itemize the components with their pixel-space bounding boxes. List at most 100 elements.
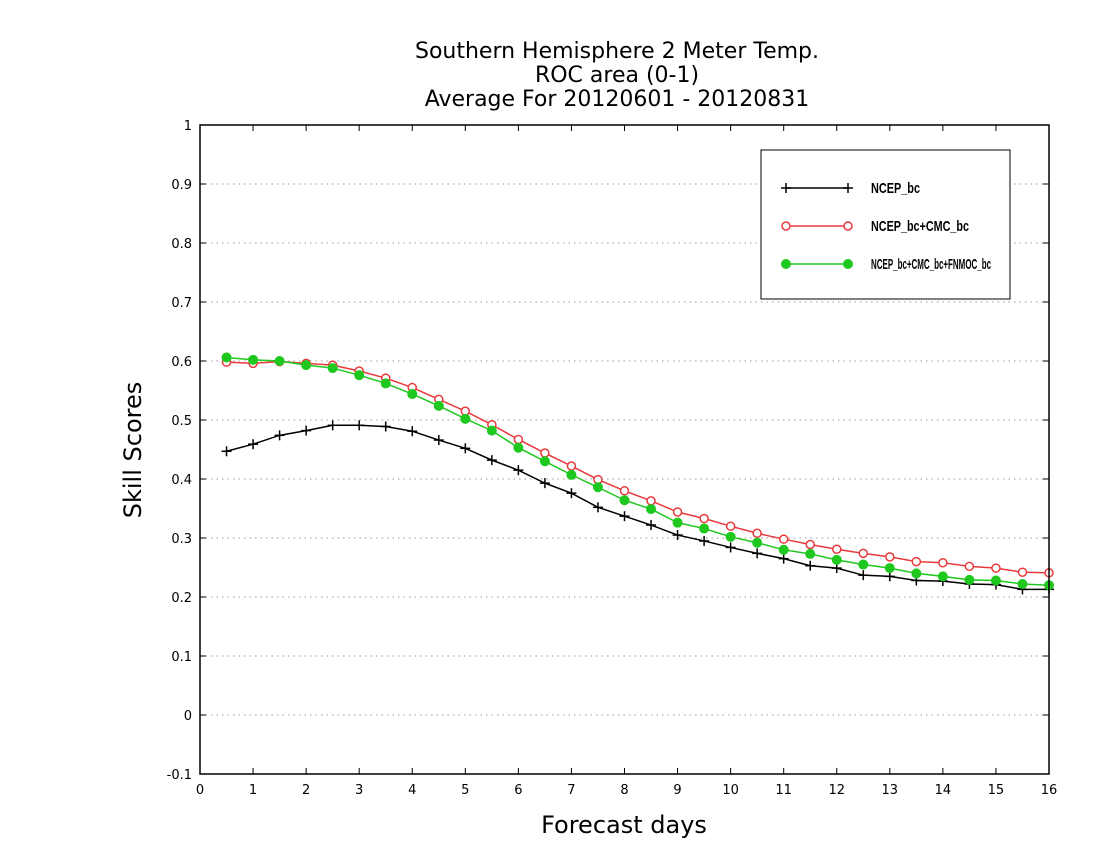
- data-point: [354, 420, 365, 431]
- data-point: [619, 495, 630, 506]
- data-point: [646, 520, 657, 531]
- data-point: [911, 556, 922, 567]
- data-point: [566, 461, 577, 471]
- x-tick-label: 11: [775, 783, 792, 798]
- data-point: [831, 554, 842, 565]
- y-tick-label: 0.2: [171, 591, 192, 606]
- data-point: [327, 363, 338, 374]
- data-point: [832, 544, 842, 554]
- data-point: [539, 456, 550, 467]
- legend-marker: [781, 259, 791, 269]
- data-point: [964, 574, 975, 585]
- data-point: [858, 559, 869, 570]
- plot-frame: [199, 124, 1050, 775]
- legend-marker: [843, 259, 853, 269]
- data-point: [619, 511, 630, 522]
- data-point: [937, 571, 948, 582]
- data-point: [274, 356, 285, 366]
- data-point: [540, 448, 550, 458]
- data-point: [592, 502, 603, 513]
- data-point: [699, 535, 710, 546]
- y-tick-label: 0.9: [171, 178, 192, 193]
- data-point: [248, 439, 259, 450]
- x-tick-label: 14: [935, 783, 952, 798]
- data-point: [752, 548, 763, 559]
- legend-item: NCEP_bc+CMC_bc: [781, 218, 969, 235]
- data-point: [1017, 567, 1028, 577]
- data-point: [221, 446, 232, 457]
- x-axis-label: Forecast days: [541, 811, 707, 839]
- y-tick-label: 0.3: [171, 532, 192, 547]
- data-point: [699, 513, 709, 524]
- legend-marker: [781, 183, 791, 193]
- legend-marker: [843, 221, 853, 231]
- data-point: [433, 400, 444, 411]
- data-point: [221, 352, 232, 363]
- legend-label: NCEP_bc+CMC_bc+FNMOC_bc: [871, 256, 991, 273]
- data-point: [592, 482, 603, 493]
- data-point: [885, 552, 895, 562]
- y-tick-label: 0.8: [171, 237, 192, 252]
- data-point: [1017, 579, 1028, 590]
- chart-title-line-2: ROC area (0-1): [535, 63, 699, 88]
- data-point: [301, 425, 312, 436]
- chart-title: Southern Hemisphere 2 Meter Temp. ROC ar…: [415, 39, 819, 112]
- legend-label: NCEP_bc: [871, 180, 920, 197]
- x-tick-label: 9: [673, 783, 681, 798]
- legend-item: NCEP_bc+CMC_bc+FNMOC_bc: [781, 256, 991, 273]
- chart-title-line-3: Average For 20120601 - 20120831: [425, 87, 810, 112]
- x-tick-label: 5: [461, 783, 469, 798]
- series-line: [226, 424, 1049, 591]
- legend-marker: [781, 221, 791, 231]
- data-point: [460, 413, 471, 424]
- data-point: [672, 517, 683, 528]
- data-point: [699, 523, 710, 534]
- x-tick-label: 2: [302, 783, 310, 798]
- x-axis-ticks: 0 1 2 3 4 5 6 7 8 9 10 11 12 13 14 15 16: [196, 125, 1057, 798]
- grid-lines: [200, 183, 1049, 716]
- data-point: [566, 469, 577, 480]
- data-point: [778, 534, 789, 544]
- data-point: [911, 568, 922, 579]
- y-tick-label: 0.1: [171, 650, 192, 665]
- data-point: [407, 426, 418, 437]
- data-point: [778, 553, 789, 564]
- data-point: [725, 542, 736, 553]
- data-point: [513, 434, 524, 445]
- y-tick-label: 0.6: [171, 355, 192, 370]
- data-point: [805, 539, 815, 550]
- data-point: [327, 420, 338, 431]
- data-point: [964, 561, 975, 572]
- data-point: [884, 563, 895, 574]
- series-ncep-bc: [221, 420, 1054, 595]
- x-tick-label: 8: [620, 783, 628, 798]
- legend-label: NCEP_bc+CMC_bc: [871, 218, 969, 235]
- data-point: [566, 488, 577, 499]
- data-point: [513, 465, 524, 476]
- data-point: [778, 544, 789, 555]
- legend-marker: [843, 183, 853, 193]
- x-tick-label: 6: [514, 783, 522, 798]
- x-tick-label: 3: [355, 783, 363, 798]
- data-point: [752, 528, 762, 539]
- data-point: [938, 558, 948, 568]
- series-ncep-bc-cmc-bc-fnmoc-bc: [221, 352, 1054, 591]
- data-point: [380, 378, 391, 389]
- legend: NCEP_bc NCEP_bc+CMC_bc NCEP_bc+CMC_bc+FNMO…: [760, 149, 1011, 300]
- y-tick-label: 0.4: [171, 473, 192, 488]
- x-tick-label: 1: [249, 783, 257, 798]
- data-point: [752, 537, 763, 548]
- data-series: [221, 352, 1054, 595]
- data-point: [725, 531, 736, 542]
- y-axis-label: Skill Scores: [119, 382, 147, 519]
- y-tick-label: 0.7: [171, 296, 192, 311]
- data-point: [858, 570, 869, 581]
- x-tick-label: 15: [988, 783, 1005, 798]
- legend-box: [760, 149, 1011, 300]
- data-point: [248, 354, 259, 365]
- y-axis-ticks: -0.1 0 0.1 0.2 0.3 0.4 0.5 0.6 0.7 0.8 0.9 1: [167, 119, 1049, 783]
- data-point: [672, 530, 683, 541]
- y-tick-label: 0.5: [171, 414, 192, 429]
- data-point: [513, 442, 524, 453]
- x-tick-label: 7: [567, 783, 575, 798]
